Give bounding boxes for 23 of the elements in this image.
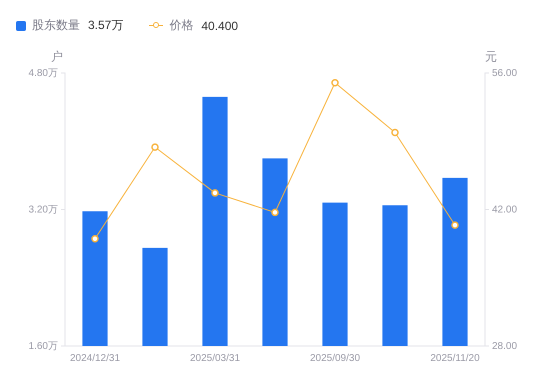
legend-label: 价格 [169,17,194,34]
y-axis-title: 户 [51,49,63,64]
point [91,235,99,242]
y2-axis-title: 元 [485,49,497,64]
point [211,189,219,197]
y2-tick-label: 56.00 [492,68,518,79]
point [451,221,459,229]
y-tick-label: 4.80万 [28,68,58,79]
point [331,79,339,86]
x-tick-label: 2025/11/20 [430,352,480,364]
point [271,208,279,216]
y2-tick-label: 42.00 [492,204,518,216]
x-tick-label: 2024/12/31 [70,352,120,364]
x-tick-label: 2025/03/31 [190,352,240,364]
x-tick-label: 2025/09/30 [310,352,360,364]
point [151,143,159,151]
y2-tick-label: 28.00 [492,340,518,352]
y-tick-label: 3.20万 [28,204,58,216]
text: 3.57万 [88,17,124,34]
point [391,128,399,136]
legend-label: 股东数量 [32,17,80,34]
text: 40.400 [201,18,238,32]
y-tick-label: 1.60万 [28,340,58,352]
